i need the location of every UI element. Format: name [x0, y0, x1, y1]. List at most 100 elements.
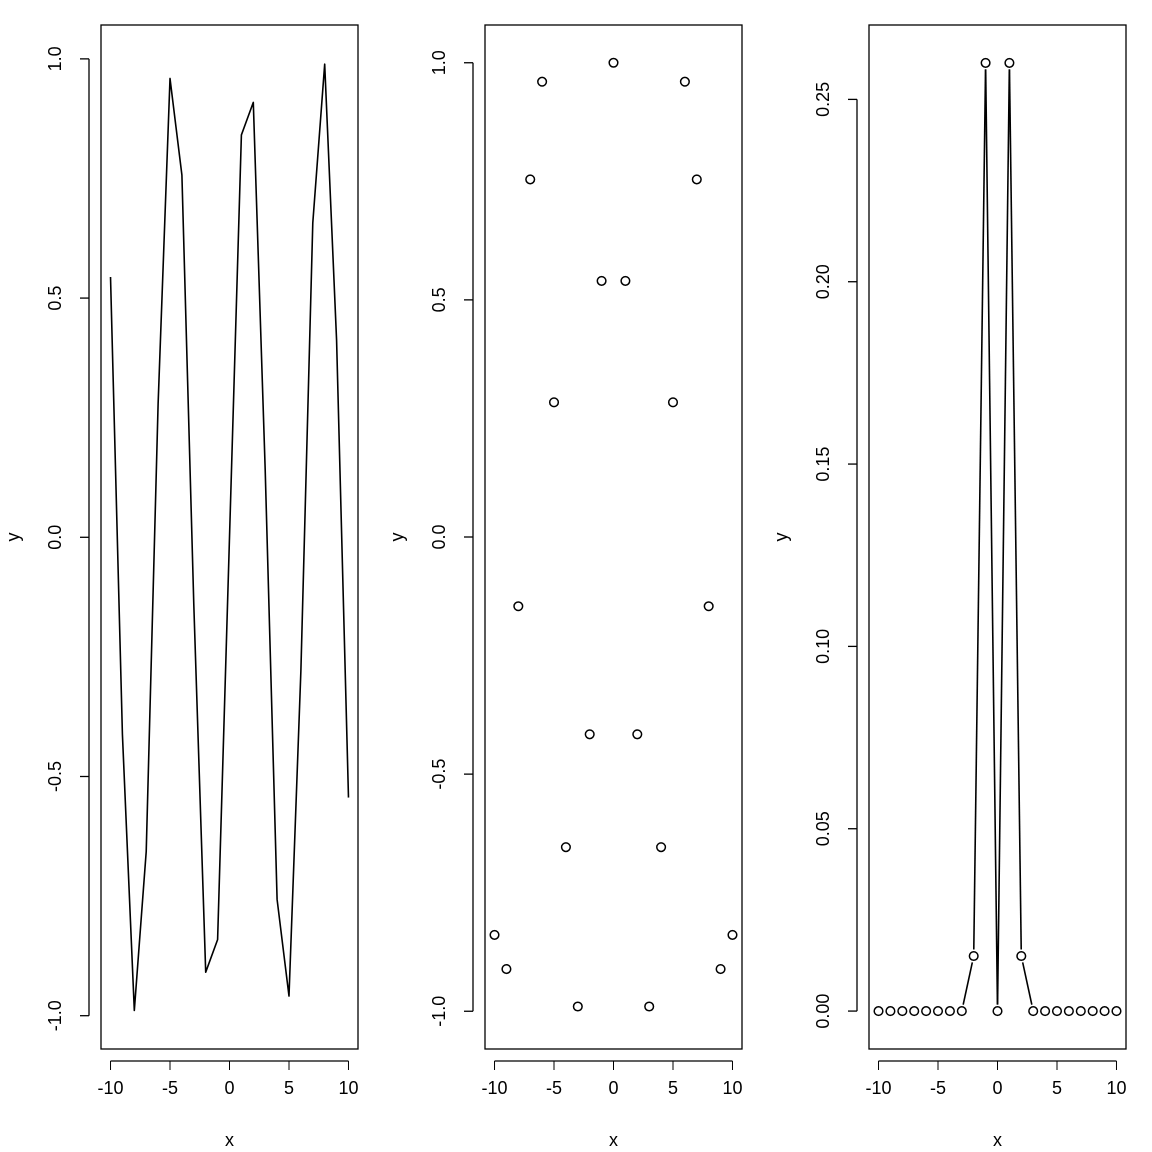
data-point: [968, 950, 979, 962]
y-axis: -1.0 -0.5 0.0 0.5 1.0: [429, 50, 474, 1027]
plot-frame: [100, 24, 359, 1050]
data-series: [489, 57, 738, 1012]
y-tick-label: 0.5: [45, 286, 65, 311]
x-tick-label: 10: [338, 1078, 358, 1098]
x-axis: -10 -5 0 5 10: [98, 1060, 358, 1098]
data-point: [1051, 1006, 1063, 1017]
x-tick-label: 5: [1052, 1078, 1062, 1098]
data-point: [1016, 950, 1027, 962]
x-tick-label: -5: [162, 1078, 178, 1098]
y-axis-label: y: [771, 533, 791, 542]
x-tick-label: -10: [98, 1078, 124, 1098]
data-point: [992, 1006, 1003, 1017]
data-point: [501, 963, 512, 975]
x-tick-label: 5: [668, 1078, 678, 1098]
data-point: [715, 963, 726, 975]
data-point: [1099, 1006, 1110, 1017]
data-point: [921, 1006, 932, 1017]
data-point: [537, 76, 548, 87]
x-axis: -10 -5 0 5 10: [866, 1060, 1126, 1098]
data-point: [1028, 1006, 1039, 1017]
plot-frame: [868, 24, 1127, 1050]
chart-panel-1: -10 -5 0 5 10 x -1.0 -0.5 0.0 0.5 1.0 y: [3, 24, 359, 1150]
data-point: [1075, 1006, 1086, 1017]
series-segment: [972, 69, 987, 950]
data-point: [644, 1001, 655, 1012]
x-axis-label: x: [609, 1130, 618, 1150]
x-axis-label: x: [993, 1130, 1002, 1150]
y-tick-label: -0.5: [429, 759, 449, 790]
series-line: [109, 63, 350, 1012]
series-segment: [962, 962, 974, 1005]
data-point: [1087, 1006, 1098, 1017]
data-point: [1063, 1006, 1074, 1017]
data-point: [584, 729, 595, 740]
data-point: [608, 57, 619, 68]
y-tick-label: -0.5: [45, 761, 65, 792]
x-tick-label: 0: [992, 1078, 1002, 1098]
data-point: [656, 842, 667, 853]
data-point: [932, 1006, 944, 1017]
y-tick-label: 0.10: [813, 629, 833, 664]
y-tick-label: 0.5: [429, 287, 449, 312]
data-series: [873, 57, 1122, 1017]
data-point: [525, 174, 536, 185]
data-point: [489, 929, 500, 940]
chart-panel-2: -10 -5 0 5 10 x -1.0 -0.5 0.0 0.5 1.0 y: [387, 24, 743, 1150]
y-tick-label: 0.0: [429, 524, 449, 549]
series-segment: [1008, 69, 1023, 950]
y-tick-label: 0.15: [813, 447, 833, 482]
data-point: [980, 57, 991, 68]
y-tick-label: 0.0: [45, 525, 65, 550]
y-tick-label: 1.0: [429, 50, 449, 75]
x-tick-label: 10: [722, 1078, 742, 1098]
y-tick-label: 0.25: [813, 82, 833, 117]
data-point: [1111, 1006, 1122, 1017]
data-point: [632, 729, 643, 740]
y-tick-label: -1.0: [429, 996, 449, 1027]
y-axis: -1.0 -0.5 0.0 0.5 1.0: [45, 46, 90, 1031]
data-point: [667, 397, 679, 408]
data-point: [572, 1001, 583, 1012]
data-point: [1004, 57, 1015, 68]
y-tick-label: 1.0: [45, 46, 65, 71]
data-point: [620, 275, 631, 286]
y-axis-label: y: [387, 533, 407, 542]
x-tick-label: 0: [608, 1078, 618, 1098]
x-axis-label: x: [225, 1130, 234, 1150]
plot-frame: [484, 24, 743, 1050]
y-tick-label: -1.0: [45, 1000, 65, 1031]
data-point: [703, 601, 714, 612]
data-point: [897, 1006, 908, 1017]
data-point: [560, 842, 571, 853]
data-point: [885, 1006, 896, 1017]
data-point: [873, 1006, 884, 1017]
y-tick-label: 0.05: [813, 811, 833, 846]
data-point: [548, 397, 560, 408]
data-point: [909, 1006, 920, 1017]
series-segment: [996, 69, 1011, 1005]
x-tick-label: -10: [866, 1078, 892, 1098]
series-segment: [984, 69, 999, 1005]
data-point: [956, 1006, 967, 1017]
data-point: [596, 275, 607, 286]
series-segment: [1021, 962, 1033, 1005]
data-point: [691, 174, 702, 185]
data-point: [727, 929, 738, 940]
y-axis-label: y: [3, 533, 23, 542]
data-point: [1040, 1006, 1051, 1017]
y-tick-label: 0.20: [813, 264, 833, 299]
x-axis: -10 -5 0 5 10: [482, 1060, 742, 1098]
x-tick-label: -5: [546, 1078, 562, 1098]
data-point: [513, 601, 524, 612]
data-series: [109, 63, 350, 1012]
y-tick-label: 0.00: [813, 994, 833, 1029]
data-point: [679, 76, 690, 87]
x-tick-label: 0: [224, 1078, 234, 1098]
y-axis: 0.00 0.05 0.10 0.15 0.20 0.25: [813, 82, 858, 1029]
data-point: [944, 1006, 955, 1017]
x-tick-label: 5: [284, 1078, 294, 1098]
x-tick-label: -10: [482, 1078, 508, 1098]
x-tick-label: -5: [930, 1078, 946, 1098]
